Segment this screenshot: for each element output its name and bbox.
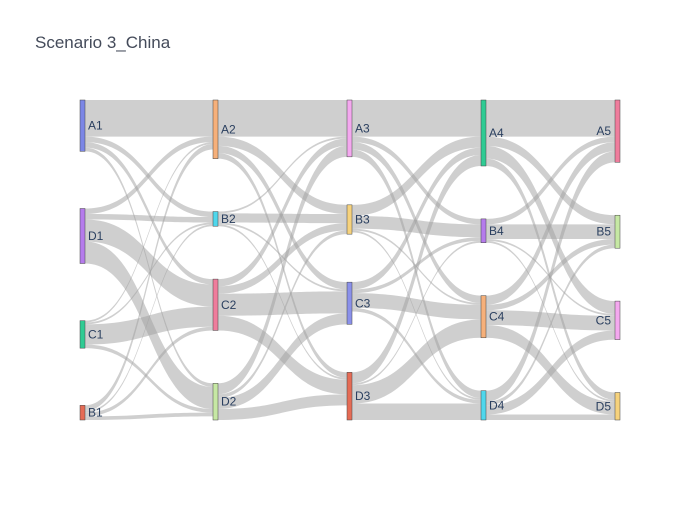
sankey-node-D4: [480, 390, 487, 421]
sankey-node-A4: [480, 99, 487, 167]
sankey-link-A1-C2: [85, 142, 213, 285]
sankey-node-C3: [346, 281, 353, 325]
sankey-link-D1-B2: [85, 214, 213, 223]
sankey-link-D1-A2: [85, 136, 213, 214]
sankey-link-C3-C4: [352, 293, 481, 320]
sankey-node-B1: [79, 405, 86, 421]
sankey-link-B4-B5: [486, 224, 615, 240]
sankey-node-label-B2: B2: [221, 212, 236, 226]
sankey-node-C4: [480, 295, 487, 339]
sankey-link-C2-D3: [218, 315, 347, 395]
sankey-node-label-B1: B1: [88, 406, 103, 420]
sankey-link-B2-B3: [218, 213, 347, 224]
sankey-link-C4-C5: [486, 310, 615, 331]
sankey-node-label-C3: C3: [355, 296, 371, 310]
sankey-node-B5: [614, 214, 621, 249]
sankey-node-B3: [346, 204, 353, 235]
sankey-link-A1-A2: [85, 100, 213, 137]
sankey-link-B1-B2: [85, 224, 213, 413]
sankey-nodes: A1 D1 C1 B1 A2 B2 C2 D2 A3 B3 C3 D3 A4 B4 C4 D4 A5 B5 C5 D5: [79, 99, 621, 421]
sankey-link-A2-A3: [218, 100, 347, 137]
sankey-link-C1-C2: [85, 306, 213, 345]
sankey-link-D4-B5: [486, 244, 615, 406]
sankey-link-D4-D5: [486, 414, 615, 420]
sankey-link-C3-A4: [352, 147, 481, 290]
sankey-node-label-D4: D4: [489, 398, 505, 412]
sankey-node-label-D1: D1: [88, 229, 104, 243]
sankey-link-D3-C4: [352, 319, 481, 404]
sankey-link-B1-A2: [85, 144, 213, 411]
chart-title: Scenario 3_China: [35, 33, 171, 52]
sankey-node-C1: [79, 320, 86, 349]
sankey-node-C2: [212, 278, 219, 331]
sankey-node-label-A3: A3: [355, 121, 370, 135]
sankey-link-D4-A5: [486, 151, 615, 402]
sankey-link-D2-A3: [218, 145, 347, 395]
sankey-node-D5: [614, 392, 621, 421]
sankey-link-B3-A4: [352, 136, 481, 216]
sankey-link-C2-A3: [218, 138, 347, 287]
sankey-link-C2-B3: [218, 223, 347, 294]
sankey-node-A5: [614, 99, 621, 163]
sankey-node-label-A2: A2: [221, 122, 236, 136]
sankey-link-D2-B3: [218, 230, 347, 398]
sankey-node-label-A1: A1: [88, 119, 103, 133]
sankey-links: [85, 100, 615, 420]
sankey-node-label-C1: C1: [88, 327, 104, 341]
sankey-link-B1-C2: [85, 326, 213, 417]
sankey-link-D4-C5: [486, 330, 615, 415]
sankey-node-A3: [346, 99, 353, 158]
sankey-node-A2: [212, 99, 219, 159]
sankey-node-label-C4: C4: [489, 310, 505, 324]
sankey-link-B4-A5: [486, 136, 615, 225]
sankey-node-label-C2: C2: [221, 298, 237, 312]
sankey-node-label-B5: B5: [596, 225, 611, 239]
sankey-link-B3-D4: [352, 230, 481, 400]
sankey-node-label-D2: D2: [221, 395, 237, 409]
sankey-link-C1-B2: [85, 222, 213, 325]
sankey-node-label-B4: B4: [489, 224, 504, 238]
sankey-link-A4-A5: [486, 100, 615, 137]
sankey-node-B4: [480, 218, 487, 243]
sankey-link-D3-A4: [352, 155, 481, 384]
sankey-node-label-A4: A4: [489, 126, 504, 140]
sankey-node-label-C5: C5: [596, 313, 612, 327]
sankey-node-B2: [212, 211, 219, 227]
sankey-link-A3-A4: [352, 100, 481, 137]
sankey-link-D3-B4: [352, 240, 481, 386]
sankey-node-D3: [346, 372, 353, 421]
sankey-link-B2-A3: [218, 136, 347, 214]
sankey-node-A1: [79, 99, 86, 152]
sankey-link-C1-D2: [85, 344, 213, 413]
sankey-link-C2-C3: [218, 291, 347, 316]
sankey-node-D2: [212, 383, 219, 421]
sankey-link-D3-D4: [352, 403, 481, 420]
sankey-link-C4-A5: [486, 142, 615, 305]
sankey-node-D1: [79, 208, 86, 264]
sankey-link-D2-C3: [218, 313, 347, 409]
sankey-node-label-B3: B3: [355, 213, 370, 227]
sankey-node-label-D3: D3: [355, 389, 371, 403]
sankey-link-D1-C2: [85, 219, 213, 307]
sankey-link-C1-A2: [85, 142, 213, 323]
sankey-link-B3-B4: [352, 215, 481, 238]
sankey-link-D2-D3: [218, 394, 347, 420]
sankey-node-C5: [614, 300, 621, 340]
sankey-node-label-D5: D5: [596, 399, 612, 413]
sankey-node-label-A5: A5: [596, 124, 611, 138]
sankey-link-B1-D2: [85, 412, 213, 420]
